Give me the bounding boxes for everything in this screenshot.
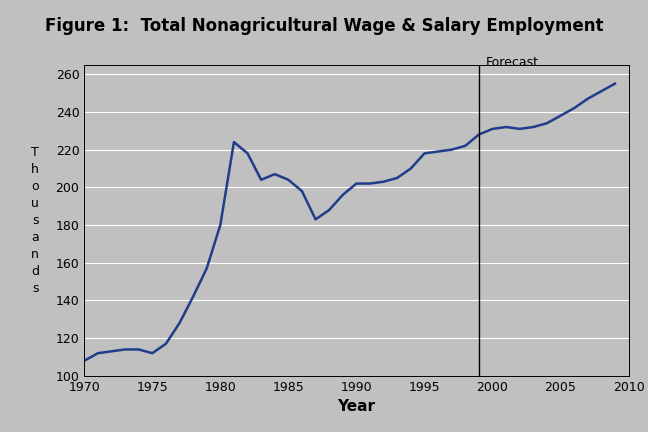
X-axis label: Year: Year	[338, 399, 375, 414]
Text: Forecast: Forecast	[485, 56, 538, 69]
Text: Figure 1:  Total Nonagricultural Wage & Salary Employment: Figure 1: Total Nonagricultural Wage & S…	[45, 17, 603, 35]
Y-axis label: T
h
o
u
s
a
n
d
s: T h o u s a n d s	[31, 146, 39, 295]
